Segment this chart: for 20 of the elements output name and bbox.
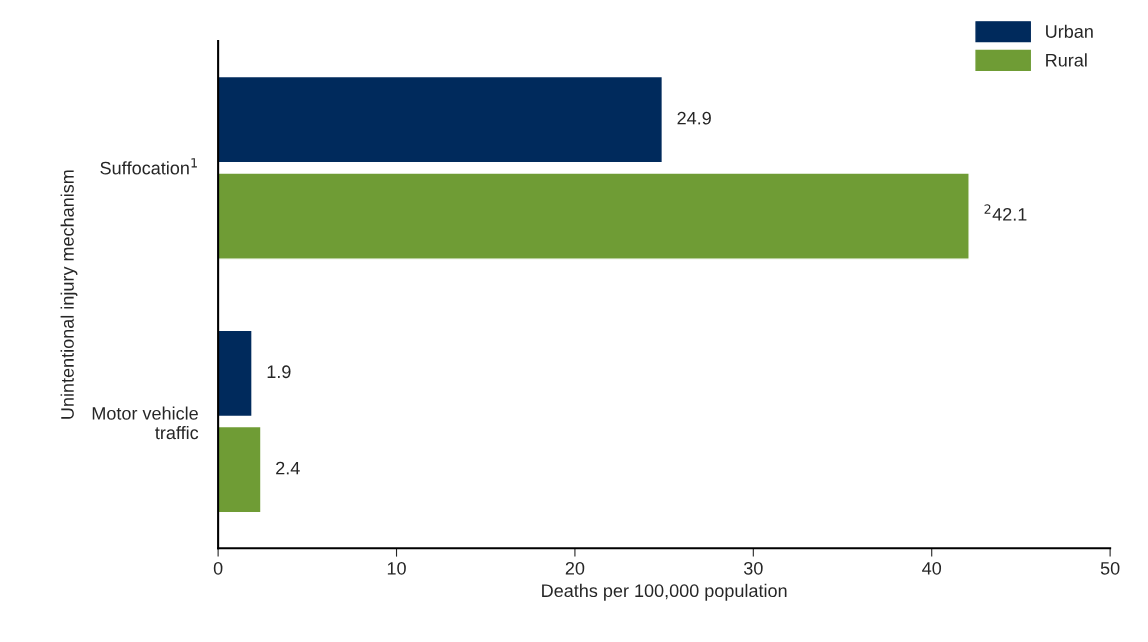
data-label: 24.9 xyxy=(677,111,711,125)
x-tick-label: 0 xyxy=(213,561,223,575)
x-tick-label: 40 xyxy=(922,561,942,575)
legend-label: Urban xyxy=(1046,24,1093,38)
bar xyxy=(218,172,970,260)
bar xyxy=(218,75,664,164)
data-label: $^{2}$42.1 xyxy=(984,204,1027,221)
x-tick-label: 50 xyxy=(1100,561,1120,575)
bar xyxy=(218,425,262,514)
x-tick-label: 30 xyxy=(743,561,763,575)
legend-label: Rural xyxy=(1046,53,1087,67)
data-label: 1.9 xyxy=(267,365,291,379)
data-label: 2.4 xyxy=(276,461,300,475)
x-tick-label: 20 xyxy=(565,561,585,575)
y-tick-label: Suffocation$^{1}$ xyxy=(100,158,197,175)
bar xyxy=(218,329,253,418)
y-tick-label: Motor vehicle traffic xyxy=(92,406,199,440)
x-tick-label: 10 xyxy=(387,561,406,575)
y-axis-title: Unintentional injury mechanism xyxy=(60,170,78,419)
x-axis-title: Deaths per 100,000 population xyxy=(542,583,787,601)
